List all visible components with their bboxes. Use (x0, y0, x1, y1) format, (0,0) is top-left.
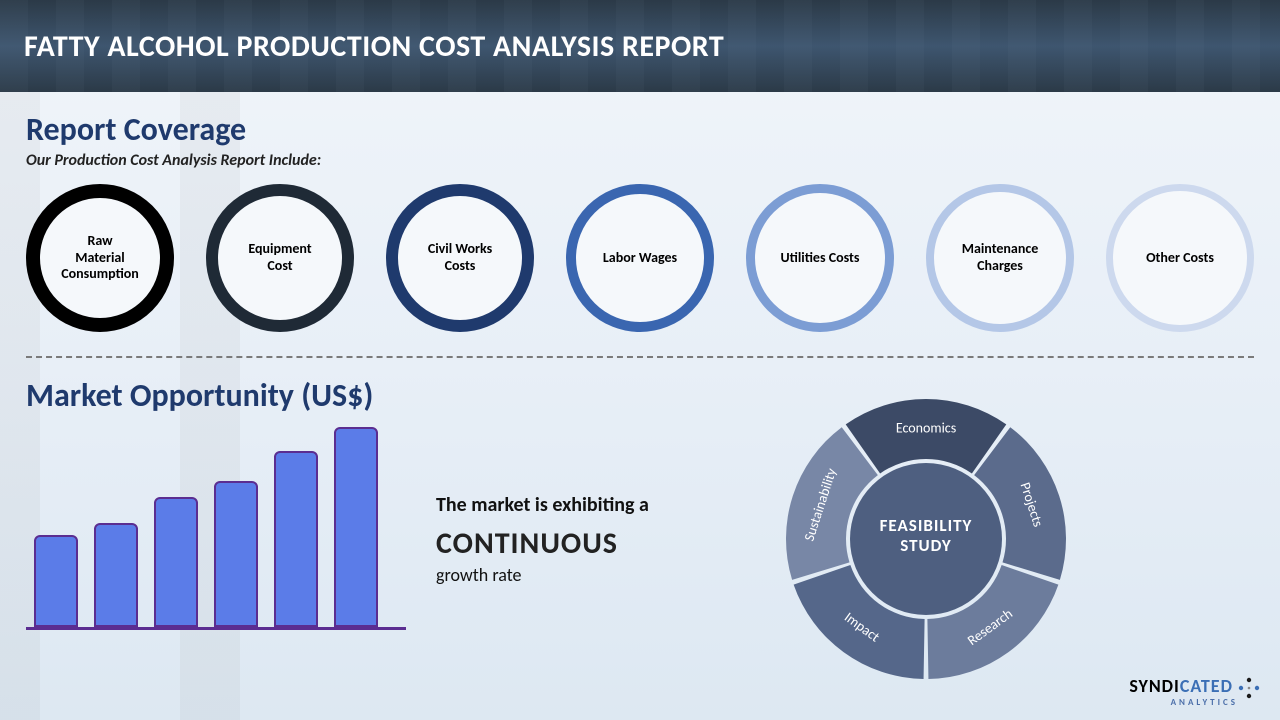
bar (34, 535, 78, 627)
feasibility-segment-label: Economics (896, 419, 956, 436)
bar-chart (26, 427, 386, 627)
report-title: FATTY ALCOHOL PRODUCTION COST ANALYSIS R… (24, 28, 724, 65)
coverage-circle: Labor Wages (566, 184, 714, 332)
bar-chart-column (26, 417, 406, 630)
coverage-subheading: Our Production Cost Analysis Report Incl… (26, 151, 1254, 170)
bar (274, 451, 318, 627)
growth-line3: growth rate (436, 564, 736, 586)
coverage-circle: Maintenance Charges (926, 184, 1074, 332)
feasibility-pie: EconomicsProjectsResearchImpactSustainab… (776, 389, 1076, 689)
coverage-circle: Equipment Cost (206, 184, 354, 332)
coverage-heading: Report Coverage (26, 110, 1254, 149)
bar (214, 481, 258, 627)
feasibility-column: EconomicsProjectsResearchImpactSustainab… (766, 417, 1106, 707)
coverage-circle: Raw Material Consumption (26, 184, 174, 332)
brand-logo: SYNDICATED ANALYTICS (1129, 675, 1260, 708)
brand-icon (1238, 677, 1260, 699)
feasibility-center-label: FEASIBILITY (880, 515, 973, 536)
coverage-circle: Utilities Costs (746, 184, 894, 332)
growth-line1: The market is exhibiting a (436, 493, 736, 517)
growth-line2: CONTINUOUS (436, 525, 736, 562)
growth-text-column: The market is exhibiting a CONTINUOUS gr… (436, 417, 736, 586)
section-divider (26, 356, 1254, 358)
bar (94, 523, 138, 627)
brand-dark: SYNDI (1129, 675, 1180, 697)
brand-blue: CATED (1180, 675, 1233, 697)
coverage-circle: Other Costs (1106, 184, 1254, 332)
coverage-circle: Civil Works Costs (386, 184, 534, 332)
bars-container (26, 427, 386, 627)
content-area: Report Coverage Our Production Cost Anal… (0, 92, 1280, 717)
coverage-circles-row: Raw Material ConsumptionEquipment CostCi… (26, 184, 1254, 332)
bar (334, 427, 378, 627)
bar (154, 497, 198, 627)
lower-row: The market is exhibiting a CONTINUOUS gr… (26, 417, 1254, 707)
title-banner: FATTY ALCOHOL PRODUCTION COST ANALYSIS R… (0, 0, 1280, 92)
brand-sub: ANALYTICS (1129, 697, 1238, 708)
bar-chart-axis (26, 627, 406, 630)
feasibility-center-label: STUDY (900, 535, 951, 556)
